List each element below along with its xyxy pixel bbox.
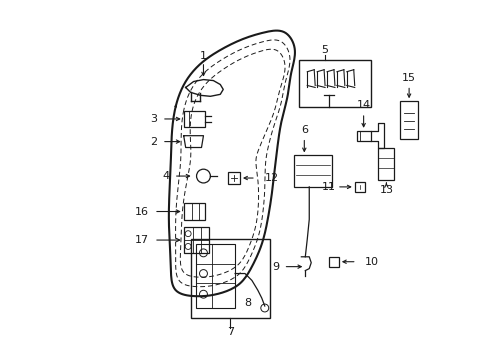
Text: 7: 7	[226, 327, 233, 337]
Text: 17: 17	[135, 235, 149, 245]
Bar	[183, 111, 205, 127]
Text: 1: 1	[200, 51, 206, 61]
Bar	[294, 156, 331, 187]
Text: 3: 3	[150, 114, 157, 124]
Bar	[378, 148, 393, 180]
Text: 11: 11	[322, 182, 335, 192]
Text: 10: 10	[364, 257, 378, 267]
Text: 2: 2	[150, 136, 157, 147]
Bar	[356, 131, 370, 141]
Bar	[354, 182, 364, 192]
Bar	[183, 227, 209, 253]
Text: 8: 8	[244, 298, 251, 308]
Text: 16: 16	[135, 207, 149, 216]
Bar	[228, 172, 240, 184]
Bar	[190, 239, 269, 318]
Bar	[328, 257, 338, 267]
Bar	[195, 244, 235, 308]
Text: 14: 14	[356, 100, 370, 110]
Text: 9: 9	[271, 262, 279, 272]
Text: 12: 12	[264, 173, 278, 183]
Text: 5: 5	[321, 45, 328, 55]
Text: 4: 4	[162, 171, 169, 181]
Bar	[183, 203, 205, 220]
Text: 15: 15	[401, 73, 415, 82]
Bar	[399, 101, 417, 139]
Text: 13: 13	[379, 185, 392, 195]
Text: 6: 6	[300, 125, 307, 135]
Bar	[299, 60, 370, 107]
